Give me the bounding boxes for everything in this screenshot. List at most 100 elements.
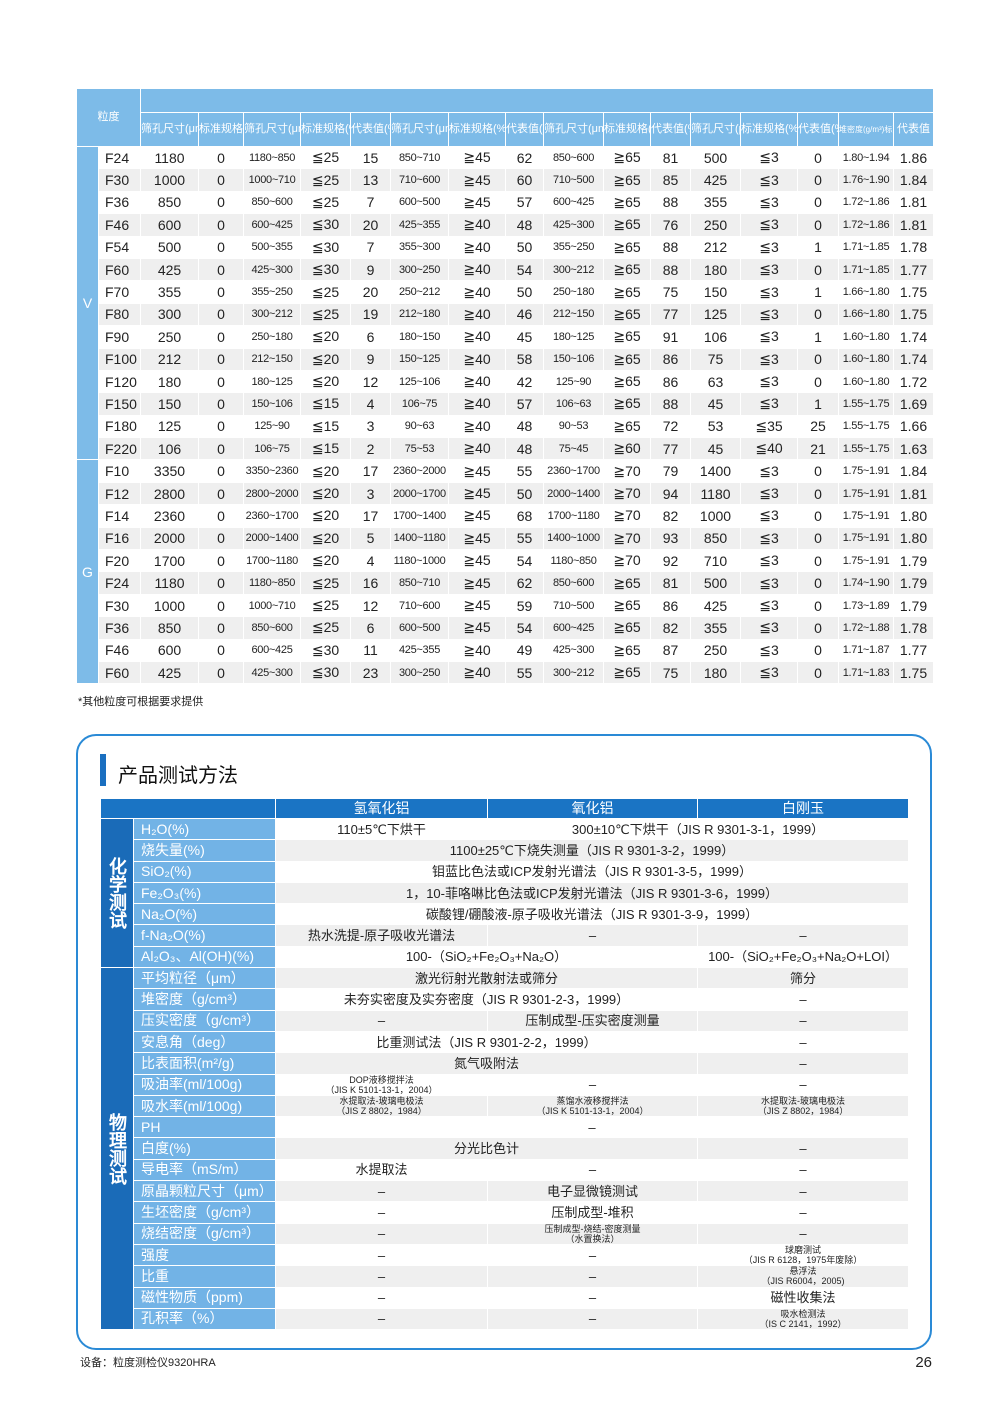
cell: 0 — [198, 459, 244, 483]
table-row: F46 600 0 600~425 ≦30 20 425~355 ≧40 48 425~300 ≧6… — [77, 213, 934, 237]
table-row: 原晶颗粒尺寸（μm） – 电子显微镜测试 – — [101, 1180, 909, 1203]
method-cell: – — [487, 1265, 698, 1288]
cell: 25 — [797, 414, 839, 439]
cell: 250 — [140, 325, 199, 349]
cell: 2800~2000 — [243, 481, 301, 506]
cell: 1.60~1.80 — [838, 369, 894, 394]
table-row: 烧结密度（g/cm³） – 压制成型-烧结-密度测量 （水置换法） – — [101, 1222, 909, 1245]
grade-group-label: V — [76, 145, 99, 461]
cell: ≧65 — [603, 369, 651, 394]
cell: 2360~2000 — [390, 459, 449, 483]
cell: 1.76~1.90 — [838, 168, 894, 192]
cell: ≧45 — [448, 459, 506, 483]
cell: ≧65 — [603, 190, 651, 215]
cell: 150~106 — [243, 392, 301, 416]
cell: 125 — [690, 302, 741, 327]
cell: 75 — [650, 660, 691, 685]
cell: 1.74~1.90 — [838, 571, 894, 595]
cell: 425~355 — [390, 638, 449, 662]
cell: 250~180 — [543, 280, 604, 304]
table-row: SiO₂(%) 钼蓝比色法或ICP发射光谱法（JIS R 9301-3-5，199… — [101, 860, 909, 883]
cell: 1000~710 — [243, 593, 301, 618]
cell: 1.75 — [893, 660, 934, 685]
cell: ≧40 — [448, 325, 506, 349]
cell: 86 — [650, 593, 691, 618]
cell: 1.79 — [893, 593, 934, 618]
cell: 0 — [198, 168, 244, 192]
cell: 3350 — [140, 459, 199, 483]
cell: 250 — [690, 638, 741, 662]
cell: 45 — [690, 437, 741, 461]
cell: 1700~1180 — [243, 549, 301, 573]
cell: ≧45 — [448, 504, 506, 528]
cell: ≦3 — [740, 660, 798, 685]
cell: 180 — [140, 369, 199, 394]
method-cell: 分光比色计 — [275, 1137, 698, 1160]
cell: ≧40 — [448, 302, 506, 327]
cell: 180 — [690, 660, 741, 685]
cell: 1180~850 — [243, 145, 301, 170]
test-item-label: 白度(%) — [133, 1137, 276, 1160]
cell: 19 — [350, 302, 391, 327]
table-row: F70 355 0 355~250 ≦25 20 250~212 ≧40 50 250~180 ≧6… — [77, 280, 934, 304]
cell: ≧45 — [448, 481, 506, 506]
cell: 57 — [505, 190, 544, 215]
cell: 710~600 — [390, 168, 449, 192]
cell: 1.77 — [893, 257, 934, 282]
grit-name: F70 — [98, 280, 141, 304]
grit-name: F20 — [98, 549, 141, 573]
test-item-label: 吸水率(ml/100g) — [133, 1094, 276, 1118]
cell: ≧40 — [448, 369, 506, 394]
cell: 58 — [505, 347, 544, 371]
grit-name: F150 — [98, 392, 141, 416]
cell: 20 — [350, 280, 391, 304]
method-cell: 电子显微镜测试 — [487, 1180, 698, 1203]
method-cell: – — [487, 1286, 698, 1309]
cell: 355~250 — [243, 280, 301, 304]
cell: 87 — [650, 638, 691, 662]
test-methods-table: 氢氧化铝 氧化铝 白刚玉 化学测试 H₂O(%) 110±5℃下烘干 300±10℃下… — [100, 798, 909, 1331]
cell: 300~212 — [243, 302, 301, 327]
cell: 45 — [505, 325, 544, 349]
grit-name: F54 — [98, 235, 141, 259]
method-cell: – — [275, 1265, 488, 1288]
cell: 355~300 — [390, 235, 449, 259]
cell: 500 — [690, 145, 741, 170]
cell: 12 — [350, 593, 391, 618]
cell: ≦20 — [300, 549, 351, 573]
method-cell: 压制成型-烧结-密度测量 （水置换法） — [487, 1222, 698, 1245]
cell: 0 — [198, 549, 244, 573]
cell: 850~710 — [390, 145, 449, 170]
test-item-label: Fe₂O₃(%) — [133, 881, 276, 905]
cell: ≦3 — [740, 347, 798, 371]
table-row: F100 212 0 212~150 ≦20 9 150~125 ≧40 58 150~106 ≧6… — [77, 347, 934, 371]
table-row: 白度(%) 分光比色计 – — [101, 1137, 909, 1160]
cell: 63 — [690, 369, 741, 394]
cell: 0 — [797, 571, 839, 595]
method-cell: – — [275, 1201, 488, 1224]
cell: 355 — [690, 616, 741, 640]
cell: 425 — [140, 660, 199, 685]
test-item-label: 吸油率(ml/100g) — [133, 1073, 276, 1096]
cell: 0 — [198, 392, 244, 416]
cell: 600~425 — [243, 213, 301, 237]
cell: 0 — [797, 526, 839, 551]
cell: ≧65 — [603, 325, 651, 349]
method-cell: 碳酸锂/硼酸液-原子吸收光谱法（JIS R 9301-3-9，1999） — [275, 903, 909, 926]
cell: ≦3 — [740, 235, 798, 259]
cell: ≧45 — [448, 168, 506, 192]
cell: ≧40 — [448, 437, 506, 461]
section-title: 产品测试方法 — [118, 765, 238, 787]
cell: ≦3 — [740, 145, 798, 170]
cell: 1.80~1.94 — [838, 145, 894, 170]
cell: ≧45 — [448, 593, 506, 618]
header-grit: 粒度 — [76, 88, 141, 147]
cell: ≧70 — [603, 481, 651, 506]
method-cell: DOP液移搅拌法 （JIS K 5101-13-1，2004） — [275, 1073, 488, 1096]
cell: 1.55~1.75 — [838, 392, 894, 416]
grit-name: F24 — [98, 145, 141, 170]
cell: 710~600 — [390, 593, 449, 618]
method-cell: 蒸馏水液移搅拌法 （JIS K 5101-13-1，2004） — [487, 1094, 698, 1118]
cell: 76 — [650, 213, 691, 237]
cell: 68 — [505, 504, 544, 528]
